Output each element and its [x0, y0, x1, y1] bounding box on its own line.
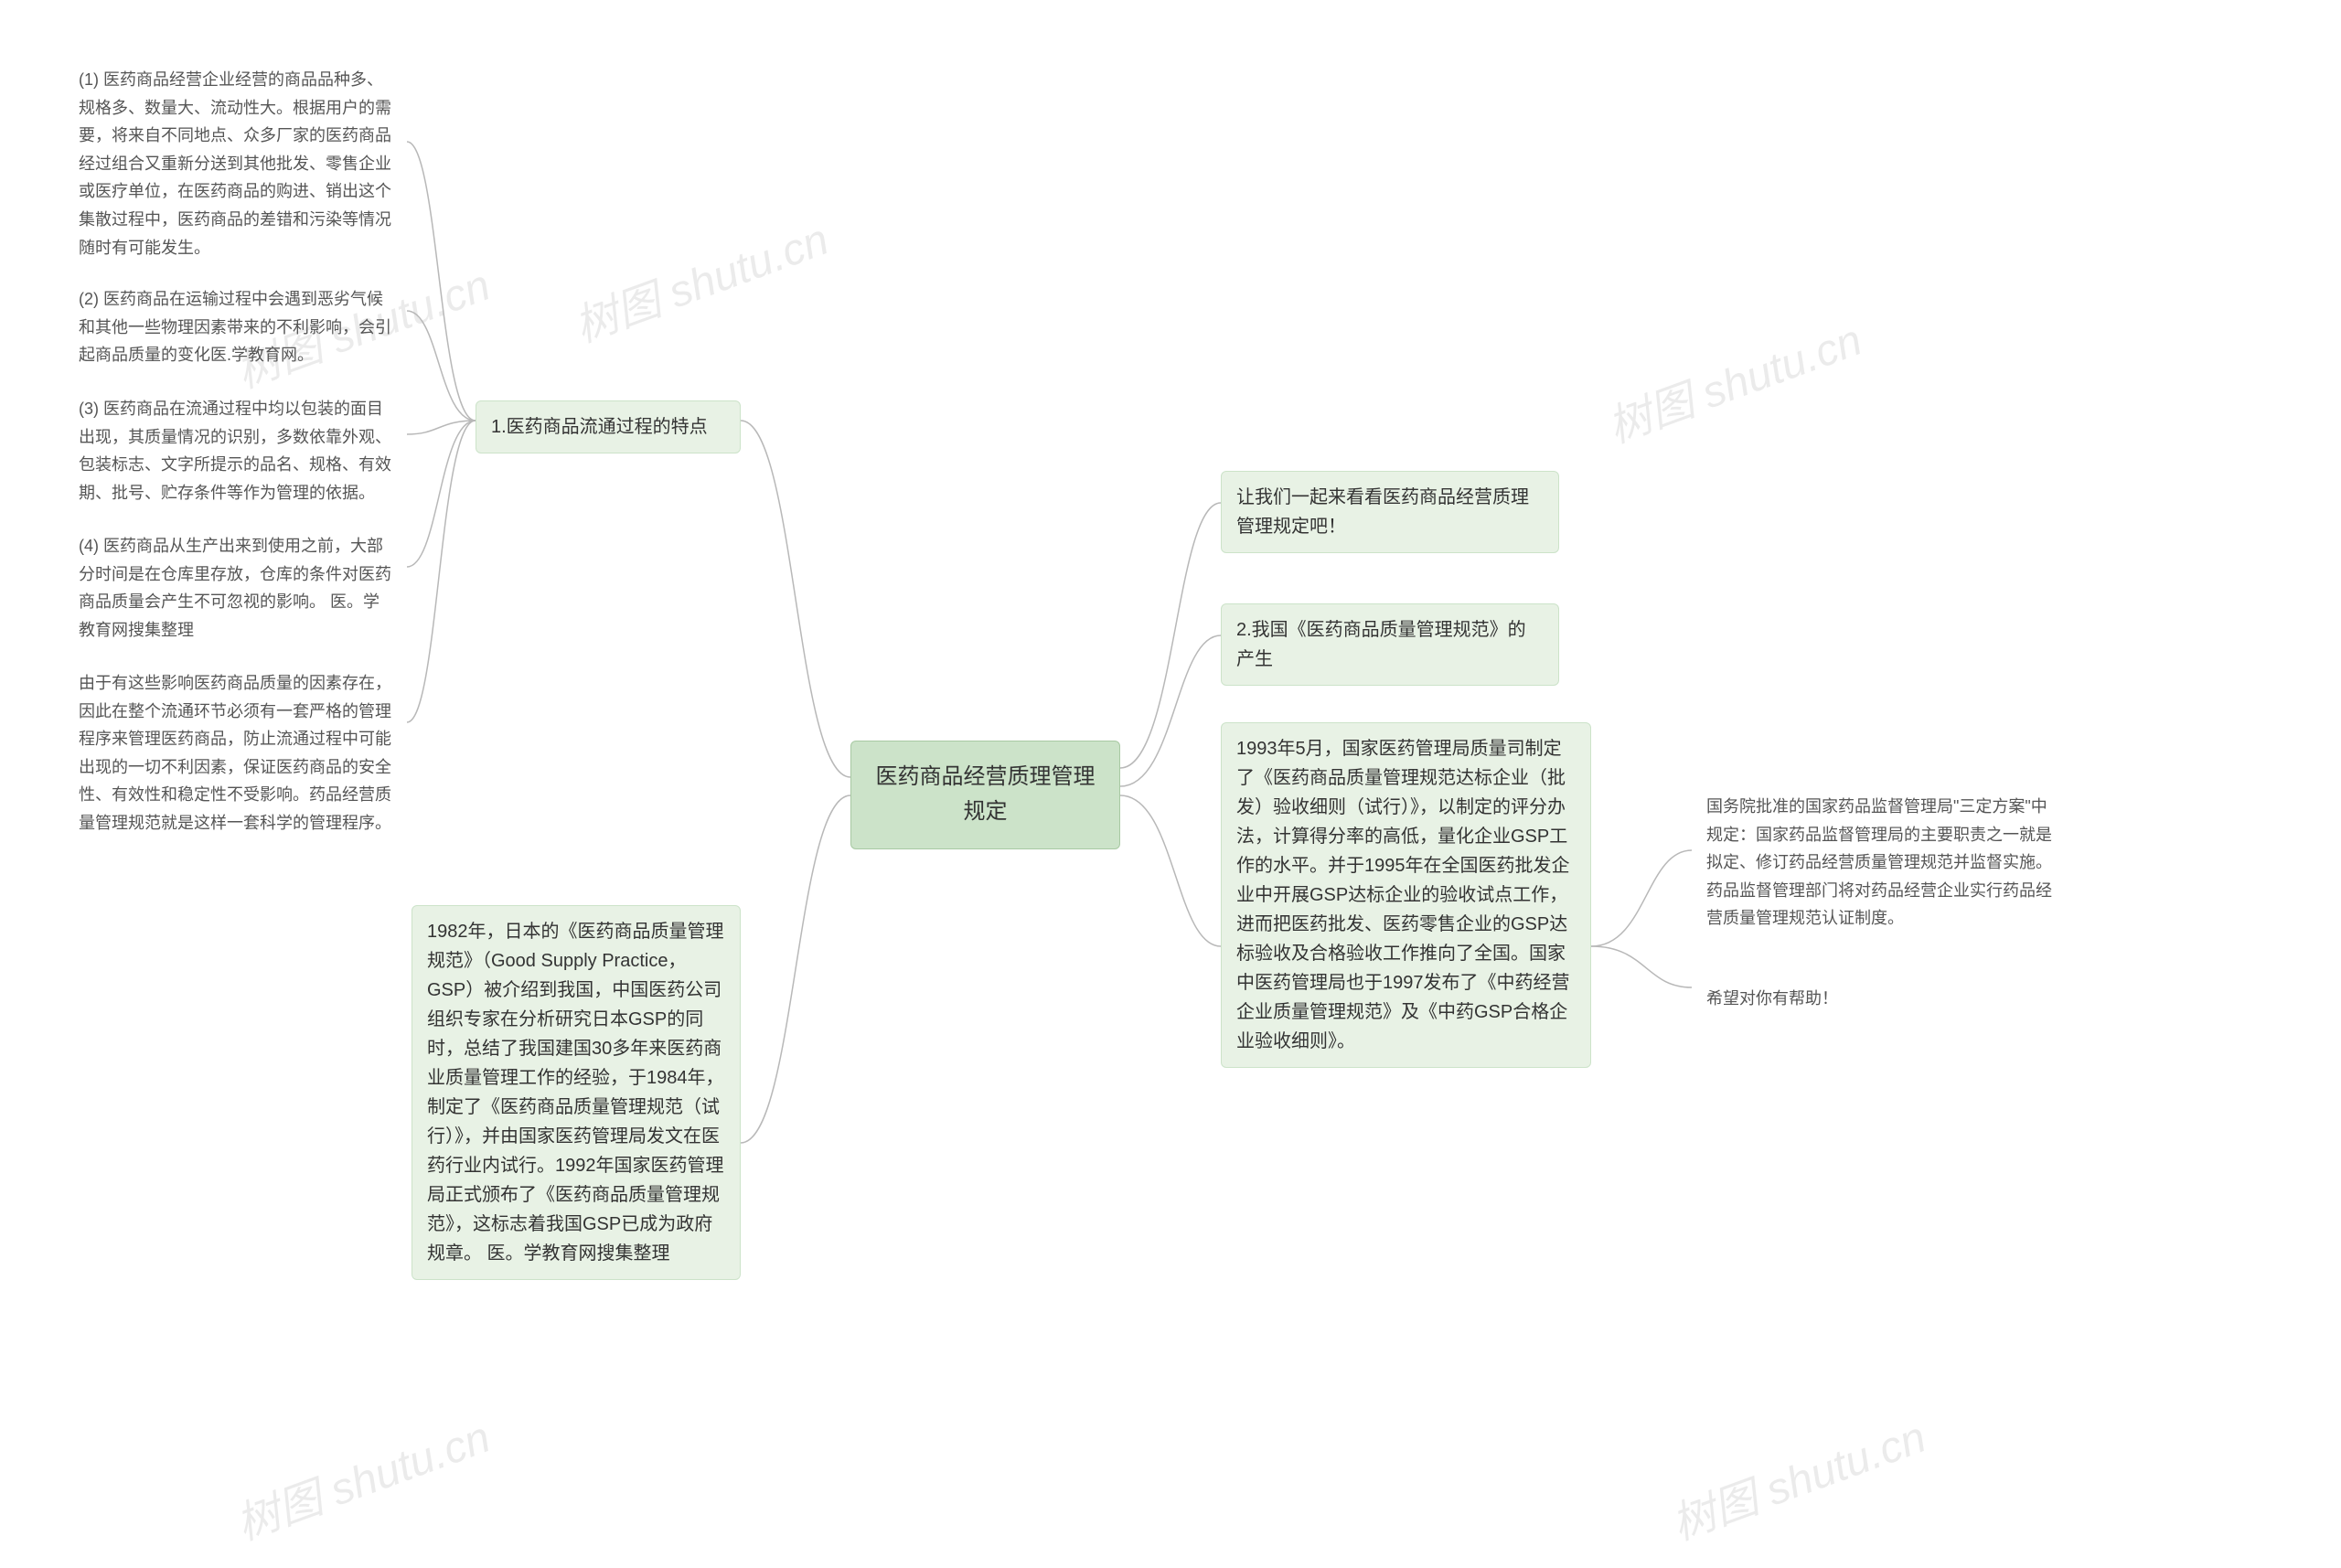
center-node: 医药商品经营质理管理规定: [850, 741, 1120, 849]
watermark: 树图 shutu.cn: [564, 203, 836, 354]
left-branch-1-text: 1.医药商品流通过程的特点: [491, 417, 708, 437]
right-leaf-1: 国务院批准的国家药品监督管理局"三定方案"中规定：国家药品监督管理局的主要职责之…: [1692, 782, 2076, 944]
left-leaf-2-text: (2) 医药商品在运输过程中会遇到恶劣气候和其他一些物理因素带来的不利影响，会引…: [79, 290, 391, 364]
watermark: 树图 shutu.cn: [226, 1401, 497, 1552]
right-branch-1-text: 让我们一起来看看医药商品经营质理管理规定吧！: [1236, 487, 1529, 537]
watermark: 树图 shutu.cn: [1662, 1401, 1933, 1552]
right-branch-3-text: 1993年5月，国家医药管理局质量司制定了《医药商品质量管理规范达标企业（批发）…: [1236, 739, 1570, 1051]
right-branch-1: 让我们一起来看看医药商品经营质理管理规定吧！: [1221, 471, 1559, 553]
left-leaf-4: (4) 医药商品从生产出来到使用之前，大部分时间是在仓库里存放，仓库的条件对医药…: [64, 521, 407, 655]
left-leaf-3: (3) 医药商品在流通过程中均以包装的面目出现，其质量情况的识别，多数依靠外观、…: [64, 384, 407, 517]
left-leaf-4-text: (4) 医药商品从生产出来到使用之前，大部分时间是在仓库里存放，仓库的条件对医药…: [79, 537, 391, 639]
right-branch-3: 1993年5月，国家医药管理局质量司制定了《医药商品质量管理规范达标企业（批发）…: [1221, 722, 1591, 1068]
left-leaf-1: (1) 医药商品经营企业经营的商品品种多、规格多、数量大、流动性大。根据用户的需…: [64, 55, 407, 272]
left-branch-2: 1982年，日本的《医药商品质量管理规范》（Good Supply Practi…: [412, 905, 741, 1280]
left-branch-1: 1.医药商品流通过程的特点: [476, 400, 741, 453]
left-branch-2-text: 1982年，日本的《医药商品质量管理规范》（Good Supply Practi…: [427, 922, 724, 1264]
center-text: 医药商品经营质理管理规定: [876, 764, 1096, 824]
right-leaf-2-text: 希望对你有帮助！: [1706, 989, 1838, 1008]
right-leaf-1-text: 国务院批准的国家药品监督管理局"三定方案"中规定：国家药品监督管理局的主要职责之…: [1706, 797, 2052, 927]
left-leaf-1-text: (1) 医药商品经营企业经营的商品品种多、规格多、数量大、流动性大。根据用户的需…: [79, 70, 391, 257]
left-leaf-3-text: (3) 医药商品在流通过程中均以包装的面目出现，其质量情况的识别，多数依靠外观、…: [79, 400, 391, 502]
right-leaf-2: 希望对你有帮助！: [1692, 974, 2076, 1024]
left-leaf-5: 由于有这些影响医药商品质量的因素存在，因此在整个流通环节必须有一套严格的管理程序…: [64, 658, 407, 848]
right-branch-2: 2.我国《医药商品质量管理规范》的产生: [1221, 603, 1559, 686]
left-leaf-2: (2) 医药商品在运输过程中会遇到恶劣气候和其他一些物理因素带来的不利影响，会引…: [64, 274, 407, 380]
watermark: 树图 shutu.cn: [1598, 304, 1869, 454]
right-branch-2-text: 2.我国《医药商品质量管理规范》的产生: [1236, 620, 1526, 669]
left-leaf-5-text: 由于有这些影响医药商品质量的因素存在，因此在整个流通环节必须有一套严格的管理程序…: [79, 674, 391, 832]
